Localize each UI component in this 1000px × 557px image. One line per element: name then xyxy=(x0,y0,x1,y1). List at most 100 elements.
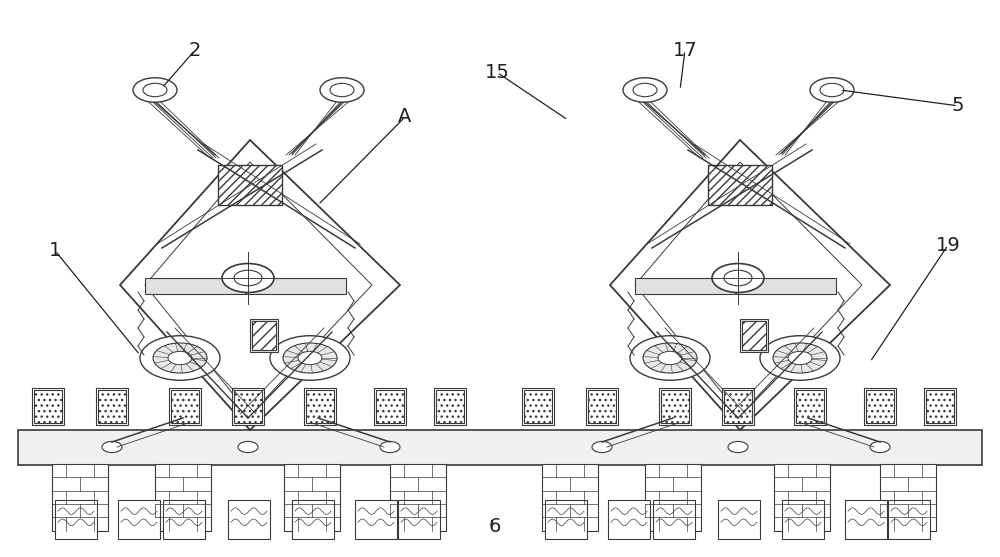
Circle shape xyxy=(168,351,192,365)
Bar xyxy=(653,500,695,539)
Bar xyxy=(145,278,245,294)
Circle shape xyxy=(658,351,682,365)
Text: 5: 5 xyxy=(952,96,964,115)
Circle shape xyxy=(320,78,364,102)
Bar xyxy=(742,321,766,350)
Circle shape xyxy=(234,270,262,286)
Bar xyxy=(32,388,64,425)
Bar xyxy=(661,390,689,423)
Bar xyxy=(376,390,404,423)
Circle shape xyxy=(222,263,274,292)
Bar xyxy=(218,165,282,205)
Circle shape xyxy=(870,442,890,453)
Bar xyxy=(542,464,598,531)
Bar xyxy=(390,464,446,531)
Bar xyxy=(252,321,276,350)
Text: 2: 2 xyxy=(189,41,201,60)
Circle shape xyxy=(330,84,354,97)
Circle shape xyxy=(380,442,400,453)
Bar xyxy=(736,278,836,294)
Bar xyxy=(52,464,108,531)
Bar xyxy=(398,500,440,539)
Bar xyxy=(645,464,701,531)
Bar xyxy=(796,390,824,423)
Text: 17: 17 xyxy=(673,41,697,60)
Bar xyxy=(250,319,278,352)
Bar xyxy=(98,390,126,423)
Bar xyxy=(866,390,894,423)
Circle shape xyxy=(153,343,207,373)
Bar xyxy=(794,388,826,425)
Bar xyxy=(588,390,616,423)
Bar xyxy=(304,388,336,425)
Bar xyxy=(118,500,160,539)
Bar xyxy=(374,388,406,425)
Circle shape xyxy=(773,343,827,373)
Circle shape xyxy=(630,336,710,380)
Polygon shape xyxy=(120,140,400,430)
Circle shape xyxy=(728,442,748,453)
Bar xyxy=(96,388,128,425)
Circle shape xyxy=(760,336,840,380)
Bar xyxy=(926,390,954,423)
Bar xyxy=(774,464,830,531)
Circle shape xyxy=(298,351,322,365)
Circle shape xyxy=(143,84,167,97)
Text: 19: 19 xyxy=(936,236,960,255)
Circle shape xyxy=(820,84,844,97)
Bar xyxy=(708,165,772,205)
Bar xyxy=(355,500,397,539)
Circle shape xyxy=(140,336,220,380)
Circle shape xyxy=(238,442,258,453)
Bar xyxy=(545,500,587,539)
Bar xyxy=(18,430,982,465)
Bar xyxy=(635,278,735,294)
Circle shape xyxy=(133,78,177,102)
Bar xyxy=(524,390,552,423)
Circle shape xyxy=(712,263,764,292)
Text: 15: 15 xyxy=(485,63,509,82)
Circle shape xyxy=(724,270,752,286)
Bar xyxy=(888,500,930,539)
Circle shape xyxy=(633,84,657,97)
Bar xyxy=(608,500,650,539)
Circle shape xyxy=(810,78,854,102)
Circle shape xyxy=(283,343,337,373)
Bar xyxy=(232,388,264,425)
Bar xyxy=(782,500,824,539)
Bar xyxy=(924,388,956,425)
Polygon shape xyxy=(610,140,890,430)
Bar xyxy=(845,500,887,539)
Circle shape xyxy=(270,336,350,380)
Bar xyxy=(864,388,896,425)
Polygon shape xyxy=(635,162,862,415)
Circle shape xyxy=(643,343,697,373)
Circle shape xyxy=(102,442,122,453)
Bar xyxy=(436,390,464,423)
Bar xyxy=(659,388,691,425)
Bar xyxy=(34,390,62,423)
Bar xyxy=(169,388,201,425)
Bar xyxy=(163,500,205,539)
Bar xyxy=(718,500,760,539)
Bar xyxy=(228,500,270,539)
Bar xyxy=(722,388,754,425)
Text: 1: 1 xyxy=(49,241,61,260)
Bar xyxy=(724,390,752,423)
Bar xyxy=(292,500,334,539)
Text: 6: 6 xyxy=(489,517,501,536)
Bar xyxy=(155,464,211,531)
Bar xyxy=(246,278,346,294)
Bar xyxy=(306,390,334,423)
Bar xyxy=(284,464,340,531)
Circle shape xyxy=(788,351,812,365)
Polygon shape xyxy=(145,162,372,415)
Bar xyxy=(55,500,97,539)
Circle shape xyxy=(623,78,667,102)
Bar xyxy=(740,319,768,352)
Bar xyxy=(880,464,936,531)
Bar xyxy=(586,388,618,425)
Circle shape xyxy=(592,442,612,453)
Bar xyxy=(234,390,262,423)
Text: A: A xyxy=(398,108,412,126)
